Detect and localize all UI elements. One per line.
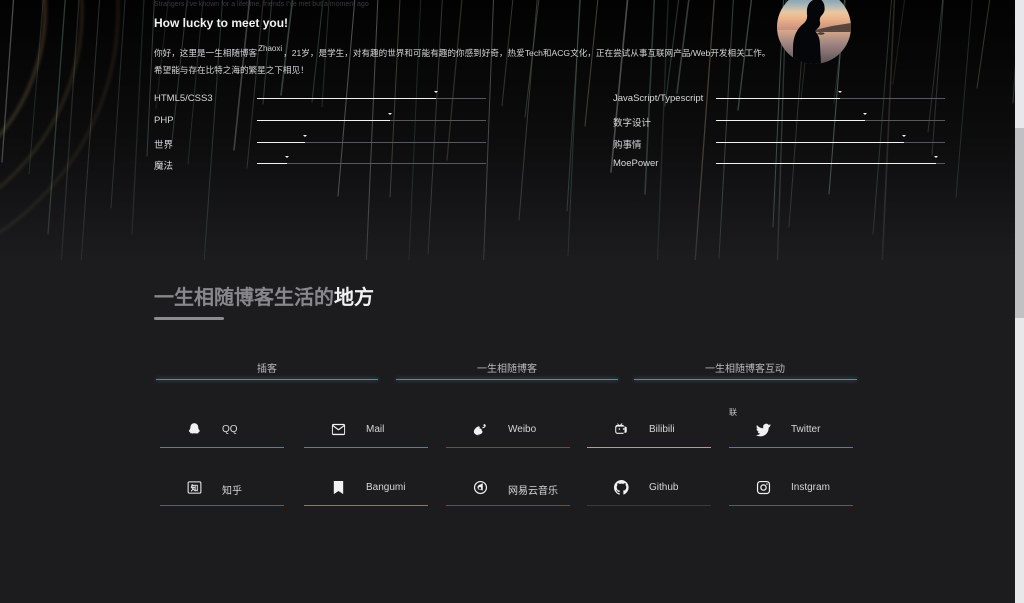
svg-text:知: 知 — [191, 483, 199, 493]
